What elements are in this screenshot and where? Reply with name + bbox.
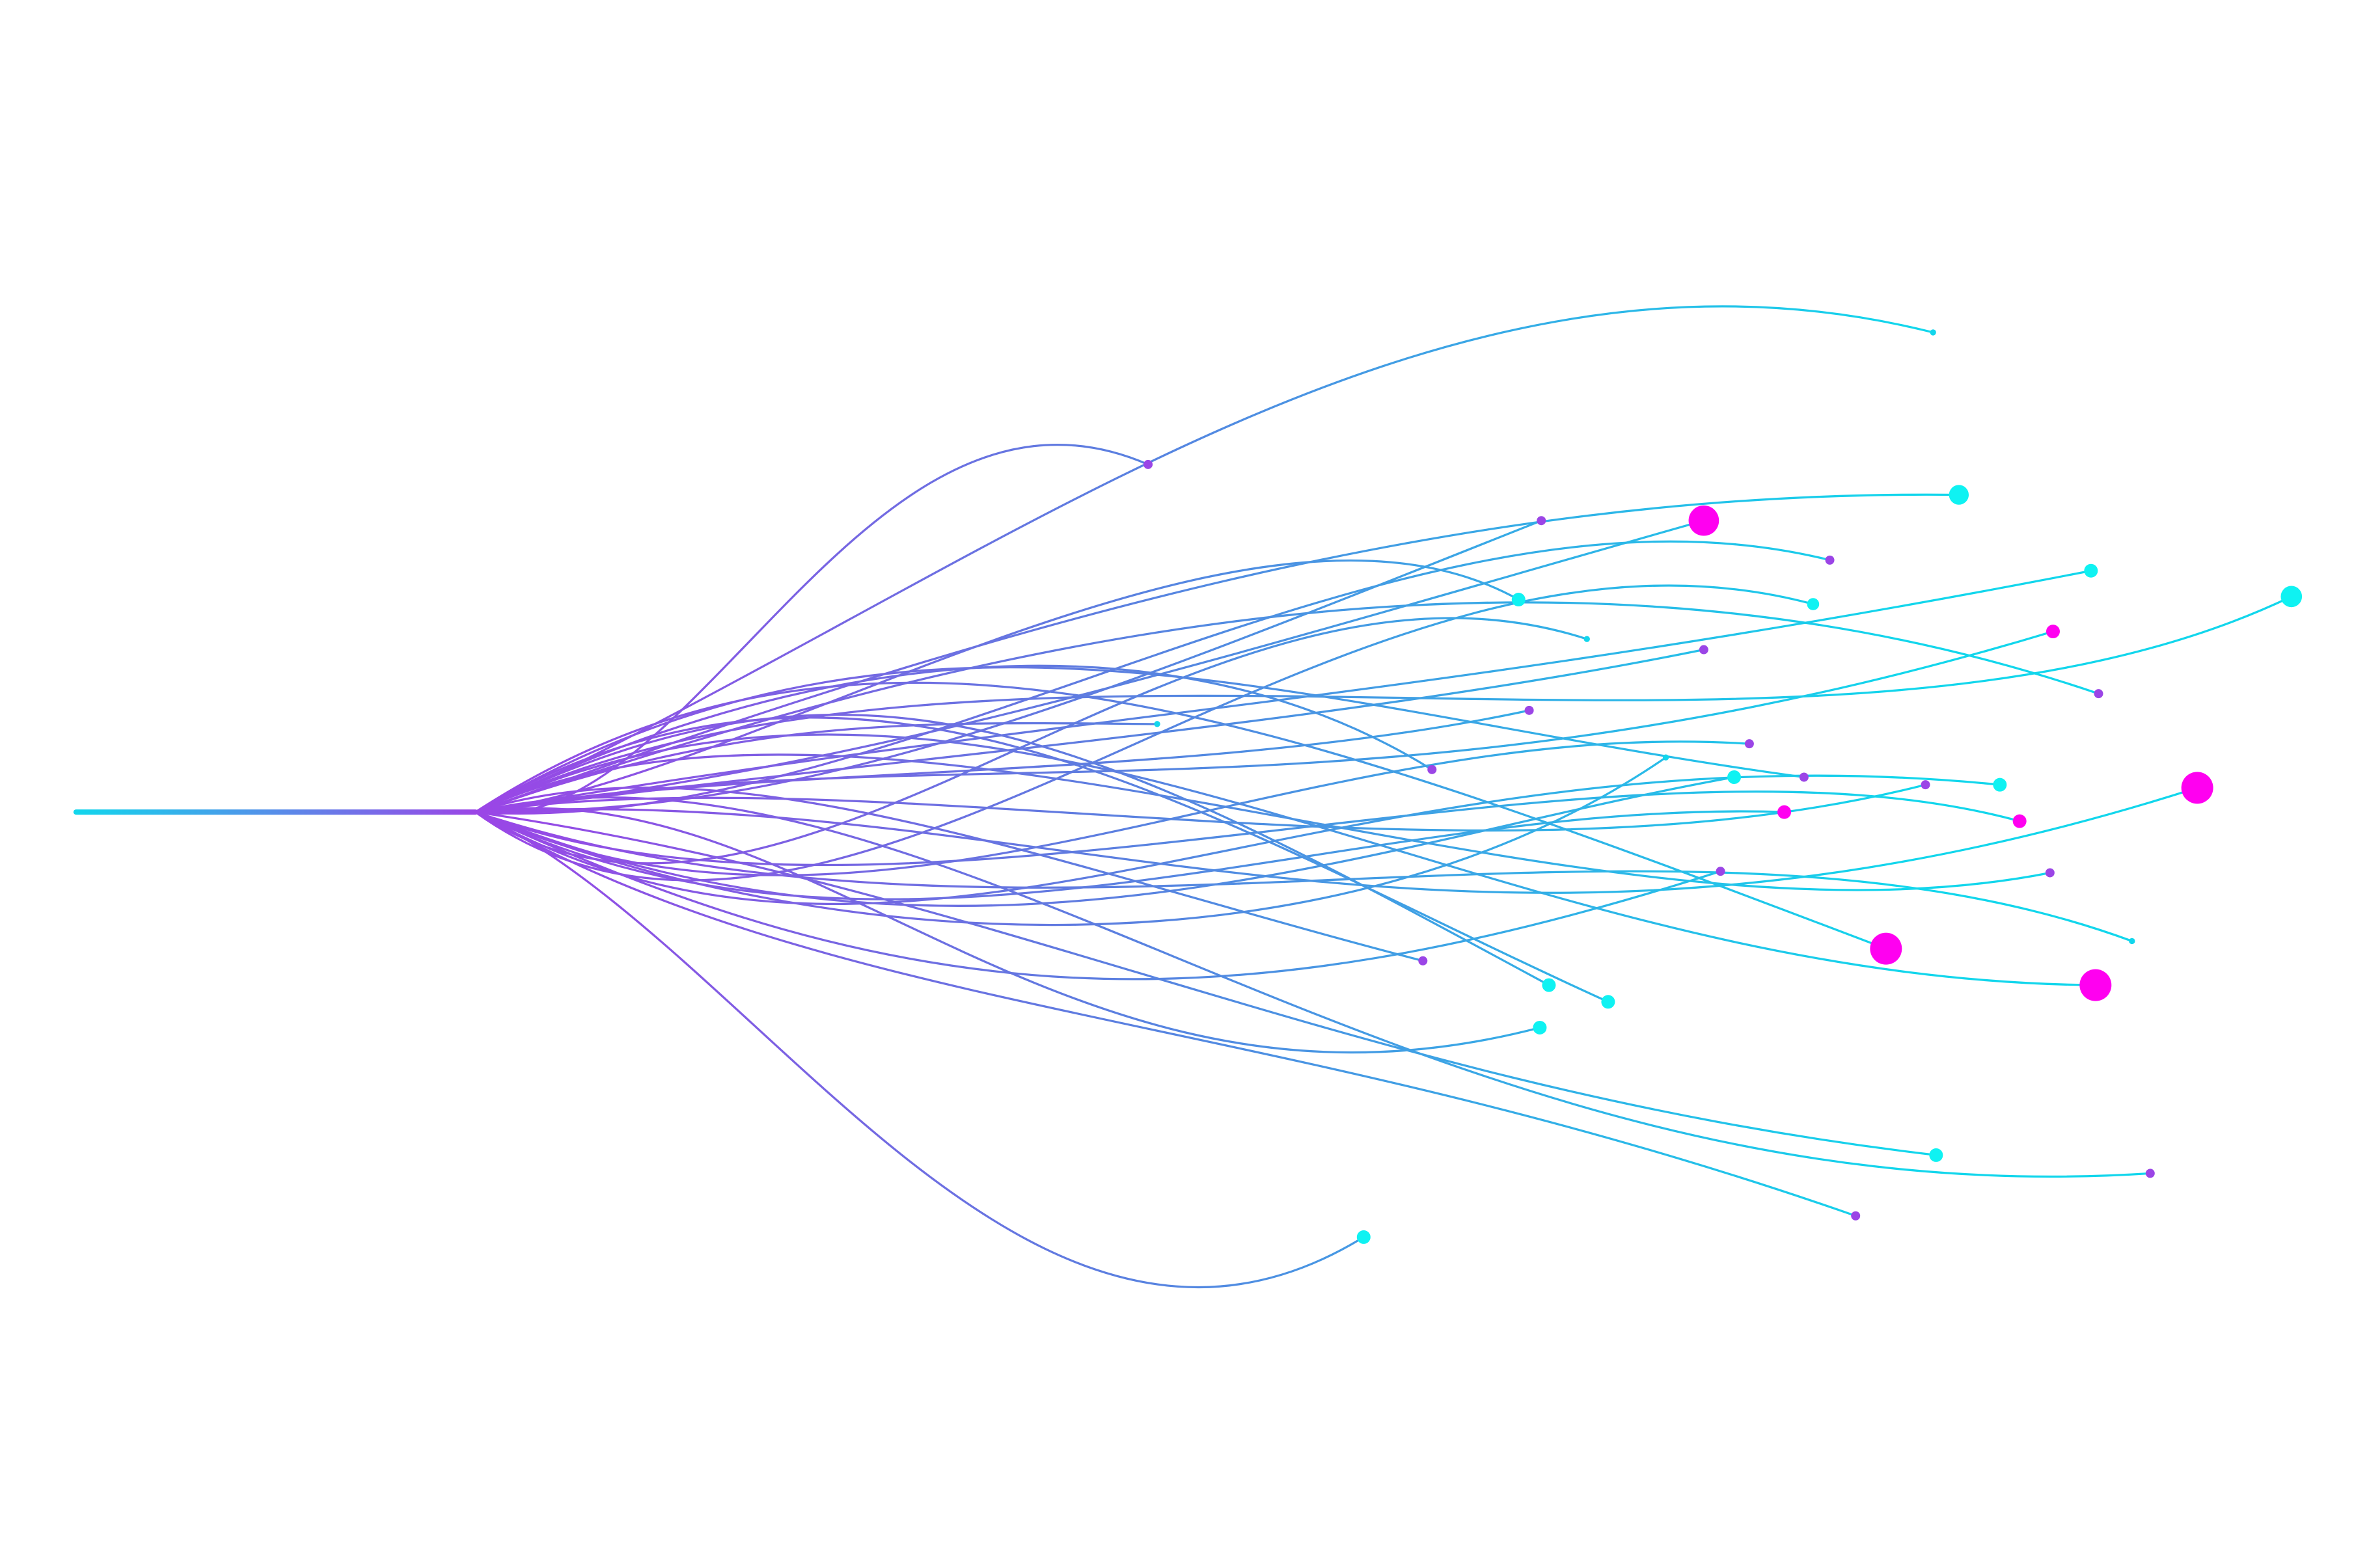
branch-line (474, 740, 1749, 876)
branch-line (475, 540, 1830, 815)
endpoint-dot (1537, 516, 1546, 526)
endpoint-dot (1807, 598, 1820, 610)
branch-line (474, 722, 1158, 813)
endpoint-dot (1949, 485, 1969, 505)
branch-line (474, 733, 2096, 986)
branch-line (474, 305, 1934, 813)
endpoint-dot (1921, 780, 1930, 790)
endpoint-dot (1427, 764, 1437, 774)
branch-line (474, 756, 1667, 926)
endpoint-dot (2129, 938, 2135, 945)
endpoint-dot (1929, 1148, 1943, 1162)
endpoint-dot (1524, 705, 1534, 715)
branch-line (474, 584, 1814, 882)
endpoint-dot (1688, 505, 1719, 536)
branch-line (475, 709, 1529, 813)
endpoint-dot (1356, 1230, 1371, 1244)
branch-line (474, 716, 1609, 1003)
branch-line (474, 811, 1365, 1288)
branch-line (475, 519, 1705, 813)
endpoint-dot (2012, 814, 2027, 828)
branch-line (474, 811, 1856, 1217)
branch-line (475, 807, 1541, 1054)
endpoint-dot (2045, 868, 2055, 878)
endpoint-dot (1825, 555, 1835, 565)
branch-line (474, 810, 1785, 900)
endpoint-dot (2094, 689, 2103, 699)
branch-line (474, 774, 2000, 906)
endpoint-dot (2084, 563, 2098, 578)
branch-line (474, 776, 1734, 907)
endpoint-dot (1744, 739, 1754, 749)
branch-lines (474, 305, 2292, 1288)
branch-line (475, 811, 1937, 1157)
endpoint-dot (1777, 805, 1792, 819)
branch-line (474, 786, 1423, 962)
endpoint-dot (1799, 772, 1809, 782)
endpoint-dot (1583, 636, 1590, 642)
endpoint-dot (2280, 586, 2303, 608)
endpoint-dot (1851, 1211, 1861, 1221)
endpoint-dot (1542, 978, 1556, 992)
branch-line (474, 811, 2133, 942)
branch-line (475, 559, 1520, 813)
branch-line (474, 666, 1805, 813)
endpoint-dot (1154, 721, 1160, 727)
endpoint-dot (1662, 754, 1669, 761)
endpoint-dot (2046, 625, 2060, 639)
branch-line (474, 493, 1959, 813)
branch-line (474, 601, 2099, 813)
endpoint-dot (1143, 459, 1153, 469)
branch-line (474, 753, 2051, 891)
branch-line (475, 444, 1149, 815)
endpoint-dots (1143, 329, 2303, 1244)
endpoint-dot (1727, 770, 1742, 784)
branch-line (475, 569, 2092, 813)
branch-line (475, 783, 1926, 832)
endpoint-dot (1418, 956, 1428, 966)
endpoint-dot (2145, 1169, 2155, 1178)
endpoint-dot (1511, 593, 1526, 607)
branch-line (474, 791, 2020, 867)
endpoint-dot (1699, 645, 1708, 655)
endpoint-dot (1930, 329, 1936, 336)
endpoint-dot (1601, 995, 1615, 1009)
branch-line (474, 681, 1887, 950)
endpoint-dot (2181, 772, 2213, 804)
branch-line (474, 811, 1721, 980)
branch-line (475, 796, 2150, 1178)
endpoint-dot (2079, 969, 2112, 1001)
endpoint-dot (1533, 1020, 1547, 1034)
endpoint-dot (1716, 867, 1725, 876)
endpoint-dot (1993, 777, 2007, 792)
endpoint-dot (1870, 932, 1902, 965)
branch-line (475, 787, 2198, 894)
